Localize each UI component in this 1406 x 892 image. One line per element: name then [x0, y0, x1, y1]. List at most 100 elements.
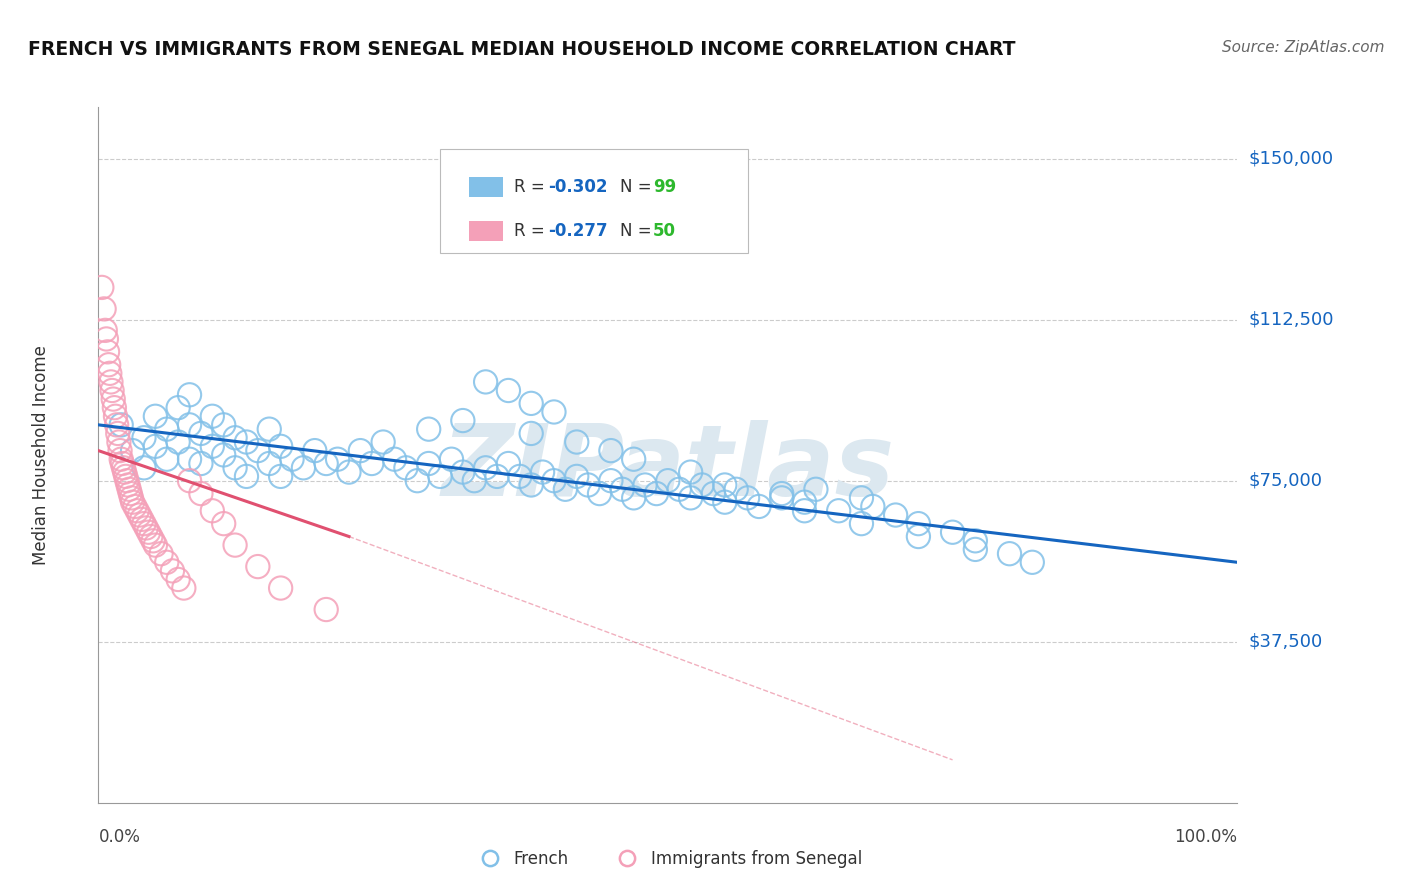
- Point: [714, 495, 737, 509]
- Point: [156, 555, 179, 569]
- Point: [145, 409, 167, 424]
- Point: [851, 491, 873, 505]
- Text: 99: 99: [652, 178, 676, 196]
- Point: [179, 417, 201, 432]
- Point: [110, 417, 132, 432]
- Point: [121, 495, 143, 509]
- Point: [145, 538, 167, 552]
- Point: [702, 486, 724, 500]
- Text: -0.277: -0.277: [548, 222, 607, 240]
- Point: [862, 500, 884, 514]
- Point: [108, 443, 131, 458]
- Point: [142, 533, 165, 548]
- Point: [128, 508, 150, 522]
- Legend: French, Immigrants from Senegal: French, Immigrants from Senegal: [467, 843, 869, 874]
- Text: 50: 50: [652, 222, 676, 240]
- Point: [679, 465, 702, 479]
- Point: [105, 417, 128, 432]
- Point: [600, 474, 623, 488]
- Point: [120, 491, 142, 505]
- Point: [114, 469, 136, 483]
- Point: [657, 474, 679, 488]
- Point: [998, 547, 1021, 561]
- Point: [235, 435, 257, 450]
- Point: [98, 367, 121, 381]
- Point: [167, 401, 190, 415]
- Point: [714, 478, 737, 492]
- Point: [201, 504, 224, 518]
- Point: [474, 460, 496, 475]
- Point: [114, 465, 136, 479]
- Text: $37,500: $37,500: [1249, 632, 1323, 651]
- Point: [509, 469, 531, 483]
- Point: [212, 516, 235, 531]
- Point: [690, 478, 713, 492]
- Point: [103, 392, 125, 406]
- Point: [804, 483, 827, 497]
- Point: [108, 435, 131, 450]
- Point: [179, 452, 201, 467]
- Point: [520, 478, 543, 492]
- Point: [190, 426, 212, 441]
- Point: [634, 478, 657, 492]
- Point: [156, 422, 179, 436]
- Point: [212, 417, 235, 432]
- Point: [145, 439, 167, 453]
- Point: [543, 405, 565, 419]
- Point: [132, 460, 155, 475]
- Point: [117, 478, 139, 492]
- Point: [315, 602, 337, 616]
- Point: [224, 431, 246, 445]
- Point: [498, 384, 520, 398]
- Point: [965, 542, 987, 557]
- FancyBboxPatch shape: [440, 149, 748, 253]
- Text: Source: ZipAtlas.com: Source: ZipAtlas.com: [1222, 40, 1385, 55]
- Point: [770, 486, 793, 500]
- Point: [190, 457, 212, 471]
- Point: [107, 426, 129, 441]
- Point: [120, 486, 142, 500]
- Text: R =: R =: [515, 222, 550, 240]
- Point: [201, 409, 224, 424]
- Point: [793, 495, 815, 509]
- Point: [748, 500, 770, 514]
- Point: [440, 452, 463, 467]
- Point: [201, 439, 224, 453]
- Point: [110, 452, 132, 467]
- Point: [520, 426, 543, 441]
- Point: [162, 564, 184, 578]
- Point: [138, 525, 160, 540]
- Text: Median Household Income: Median Household Income: [32, 345, 51, 565]
- Point: [851, 516, 873, 531]
- Point: [565, 435, 588, 450]
- Point: [623, 452, 645, 467]
- Point: [101, 384, 124, 398]
- Text: 0.0%: 0.0%: [98, 828, 141, 846]
- Point: [406, 474, 429, 488]
- Point: [259, 457, 281, 471]
- Point: [737, 491, 759, 505]
- Point: [292, 460, 315, 475]
- Point: [576, 478, 599, 492]
- Point: [167, 573, 190, 587]
- Text: N =: N =: [620, 178, 657, 196]
- Point: [235, 469, 257, 483]
- Point: [600, 443, 623, 458]
- Point: [679, 491, 702, 505]
- Point: [371, 435, 394, 450]
- Point: [270, 581, 292, 595]
- Point: [612, 483, 634, 497]
- Point: [770, 491, 793, 505]
- FancyBboxPatch shape: [468, 178, 503, 197]
- Point: [498, 457, 520, 471]
- Text: $150,000: $150,000: [1249, 150, 1333, 168]
- Point: [884, 508, 907, 522]
- Point: [531, 465, 554, 479]
- Text: R =: R =: [515, 178, 550, 196]
- Point: [360, 457, 382, 471]
- Point: [246, 559, 269, 574]
- Point: [645, 486, 668, 500]
- Text: FRENCH VS IMMIGRANTS FROM SENEGAL MEDIAN HOUSEHOLD INCOME CORRELATION CHART: FRENCH VS IMMIGRANTS FROM SENEGAL MEDIAN…: [28, 40, 1015, 59]
- Point: [179, 474, 201, 488]
- Point: [212, 448, 235, 462]
